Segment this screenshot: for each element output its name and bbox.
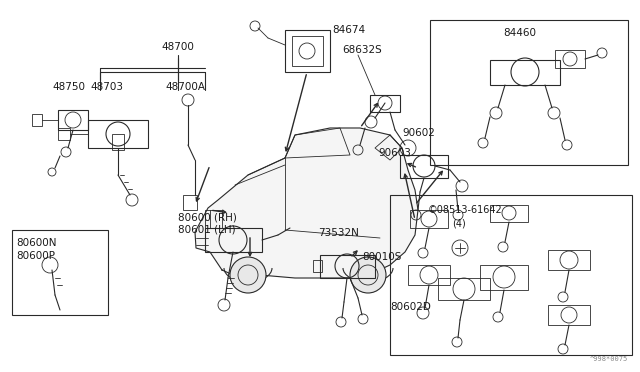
Text: 48750: 48750 bbox=[52, 82, 85, 92]
Text: 80600P: 80600P bbox=[16, 251, 55, 261]
Bar bbox=[112, 134, 124, 150]
Bar bbox=[320, 255, 375, 278]
Text: 80601 (LH): 80601 (LH) bbox=[178, 225, 236, 235]
Bar bbox=[480, 265, 528, 290]
Text: 90603: 90603 bbox=[378, 148, 411, 158]
Bar bbox=[285, 30, 330, 72]
Text: 84460: 84460 bbox=[504, 28, 536, 38]
Bar bbox=[205, 228, 262, 252]
Bar bbox=[490, 60, 560, 85]
Bar bbox=[205, 210, 222, 228]
Text: 90602: 90602 bbox=[402, 128, 435, 138]
Bar bbox=[313, 260, 322, 272]
Text: 80602D: 80602D bbox=[390, 302, 431, 312]
Text: 68632S: 68632S bbox=[342, 45, 381, 55]
Text: 48703: 48703 bbox=[90, 82, 123, 92]
Circle shape bbox=[350, 257, 386, 293]
Bar bbox=[438, 278, 490, 300]
Bar bbox=[430, 20, 628, 165]
Bar bbox=[548, 250, 590, 270]
Bar bbox=[490, 205, 528, 222]
Text: 84674: 84674 bbox=[332, 25, 365, 35]
Polygon shape bbox=[195, 128, 418, 278]
Bar bbox=[410, 210, 448, 228]
Text: 73532N: 73532N bbox=[318, 228, 359, 238]
Text: 80600 (RH): 80600 (RH) bbox=[178, 212, 237, 222]
Bar bbox=[292, 36, 323, 66]
Bar bbox=[58, 110, 88, 130]
Text: (4): (4) bbox=[452, 218, 466, 228]
Text: 48700A: 48700A bbox=[165, 82, 205, 92]
Text: 80010S: 80010S bbox=[362, 252, 401, 262]
Bar bbox=[88, 120, 148, 148]
Bar bbox=[400, 155, 448, 178]
Bar bbox=[555, 50, 585, 68]
Text: ^998*0075: ^998*0075 bbox=[589, 356, 628, 362]
Bar bbox=[548, 305, 590, 325]
Text: 48700: 48700 bbox=[161, 42, 195, 52]
Text: ©08513-61642: ©08513-61642 bbox=[428, 205, 503, 215]
Bar bbox=[408, 265, 450, 285]
Text: 80600N: 80600N bbox=[16, 238, 56, 248]
Bar bbox=[58, 128, 70, 140]
Bar bbox=[390, 195, 632, 355]
Circle shape bbox=[230, 257, 266, 293]
Bar bbox=[12, 230, 108, 315]
Bar bbox=[32, 114, 42, 126]
Bar bbox=[183, 195, 197, 210]
Bar bbox=[370, 95, 400, 112]
